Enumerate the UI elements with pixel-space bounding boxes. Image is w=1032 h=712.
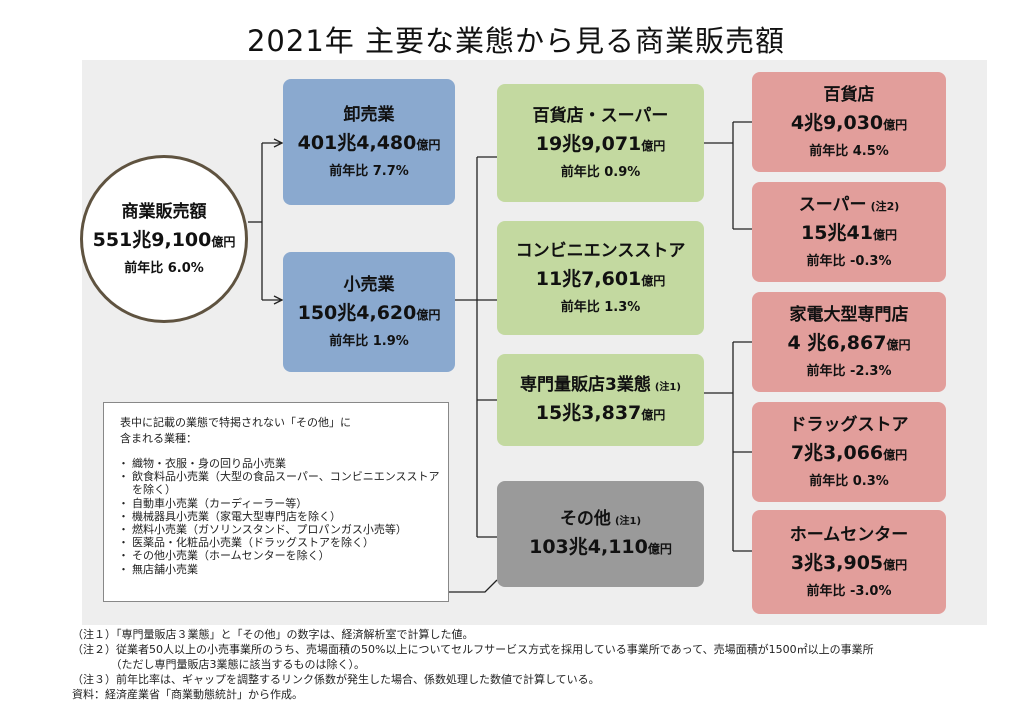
convenience-store-node: コンビニエンスストア 11兆7,601億円 前年比 1.3% (497, 221, 704, 335)
total-sales-node: 商業販売額 551兆9,100億円 前年比 6.0% (80, 155, 248, 323)
electronics-store-yoy: 前年比 -2.3% (806, 364, 892, 380)
supermarket-amount: 15兆41億円 (801, 221, 897, 244)
list-item-continuation: を除く） (132, 483, 176, 497)
electronics-store-name: 家電大型専門店 (789, 304, 909, 325)
list-item: 織物・衣服・身の回り品小売業 (118, 457, 440, 470)
other-name: その他 (注1) (559, 508, 642, 529)
footnote-1: （注１）「専門量販店３業態」と「その他」の数字は、経済解析室で計算した値。 (72, 628, 474, 641)
note-box-list: 織物・衣服・身の回り品小売業 飲食料品小売業（大型の食品スーパー、コンビニエンス… (114, 457, 440, 576)
wholesale-node: 卸売業 401兆4,480億円 前年比 7.7% (283, 79, 455, 205)
convenience-store-amount: 11兆7,601億円 (535, 267, 666, 290)
supermarket-yoy: 前年比 -0.3% (806, 254, 892, 270)
drugstore-name: ドラッグストア (789, 414, 909, 435)
other-category-note-box: 表中に記載の業態で特掲されない「その他」に 含まれる業種： 織物・衣服・身の回り… (103, 402, 449, 602)
dept-super-name: 百貨店・スーパー (532, 105, 669, 126)
electronics-store-amount: 4 兆6,867億円 (787, 331, 911, 354)
page-title: 2021年 主要な業態から見る商業販売額 (246, 24, 786, 58)
wholesale-yoy: 前年比 7.7% (329, 164, 409, 180)
home-center-name: ホームセンター (789, 524, 909, 545)
footnotes: （注１）「専門量販店３業態」と「その他」の数字は、経済解析室で計算した値。 （注… (72, 627, 1022, 702)
other-node: その他 (注1) 103兆4,110億円 (497, 481, 704, 587)
drugstore-amount: 7兆3,066億円 (790, 441, 908, 464)
supermarket-name: スーパー (注2) (798, 194, 900, 215)
specialty-stores-amount: 15兆3,837億円 (535, 401, 666, 424)
list-item: その他小売業（ホームセンターを除く） (118, 549, 440, 562)
footnote-3: （注３）前年比率は、ギャップを調整するリンク係数が発生した場合、係数処理した数値… (72, 673, 600, 686)
specialty-stores-name: 専門量販店3業態 (注1) (520, 374, 681, 395)
list-item: 自動車小売業（カーディーラー等） (118, 497, 440, 510)
department-store-name: 百貨店 (823, 84, 875, 105)
specialty-stores-node: 専門量販店3業態 (注1) 15兆3,837億円 (497, 354, 704, 446)
dept-super-yoy: 前年比 0.9% (560, 165, 641, 181)
list-item: 燃料小売業（ガソリンスタンド、プロパンガス小売等） (118, 523, 440, 536)
retail-node: 小売業 150兆4,620億円 前年比 1.9% (283, 252, 455, 372)
convenience-store-name: コンビニエンスストア (515, 240, 686, 261)
convenience-store-yoy: 前年比 1.3% (560, 300, 641, 316)
wholesale-amount: 401兆4,480億円 (297, 131, 441, 154)
drugstore-yoy: 前年比 0.3% (809, 474, 889, 490)
department-store-amount: 4兆9,030億円 (790, 111, 908, 134)
other-amount: 103兆4,110億円 (529, 535, 672, 558)
footnote-2: （注２）従業者50人以上の小売事業所のうち、売場面積の50%以上についてセルフサ… (72, 643, 874, 656)
total-sales-amount: 551兆9,100億円 (92, 228, 236, 251)
department-store-node: 百貨店 4兆9,030億円 前年比 4.5% (752, 72, 946, 172)
drugstore-node: ドラッグストア 7兆3,066億円 前年比 0.3% (752, 402, 946, 502)
dept-super-amount: 19兆9,071億円 (535, 132, 666, 155)
note-box-line-2: 含まれる業種： (120, 432, 197, 445)
list-item: 機械器具小売業（家電大型専門店を除く） (118, 510, 440, 523)
list-item: 無店舗小売業 (118, 563, 440, 576)
list-item: 飲食料品小売業（大型の食品スーパー、コンビニエンスストア (118, 470, 440, 483)
retail-yoy: 前年比 1.9% (329, 334, 409, 350)
home-center-amount: 3兆3,905億円 (790, 551, 908, 574)
note-box-line-1: 表中に記載の業態で特掲されない「その他」に (120, 416, 351, 429)
supermarket-node: スーパー (注2) 15兆41億円 前年比 -0.3% (752, 182, 946, 282)
wholesale-name: 卸売業 (343, 104, 395, 125)
electronics-store-node: 家電大型専門店 4 兆6,867億円 前年比 -2.3% (752, 292, 946, 392)
home-center-node: ホームセンター 3兆3,905億円 前年比 -3.0% (752, 510, 946, 614)
retail-name: 小売業 (343, 274, 395, 295)
total-sales-yoy: 前年比 6.0% (124, 261, 204, 277)
retail-amount: 150兆4,620億円 (297, 301, 441, 324)
department-store-yoy: 前年比 4.5% (809, 144, 889, 160)
dept-super-node: 百貨店・スーパー 19兆9,071億円 前年比 0.9% (497, 84, 704, 202)
total-sales-name: 商業販売額 (121, 201, 207, 222)
footnote-2-continuation: （ただし専門量販店3業態に該当するものは除く）。 (72, 658, 365, 671)
source-note: 資料：経済産業省「商業動態統計」から作成。 (72, 688, 303, 701)
home-center-yoy: 前年比 -3.0% (806, 584, 892, 600)
list-item: 医薬品・化粧品小売業（ドラッグストアを除く） (118, 536, 440, 549)
